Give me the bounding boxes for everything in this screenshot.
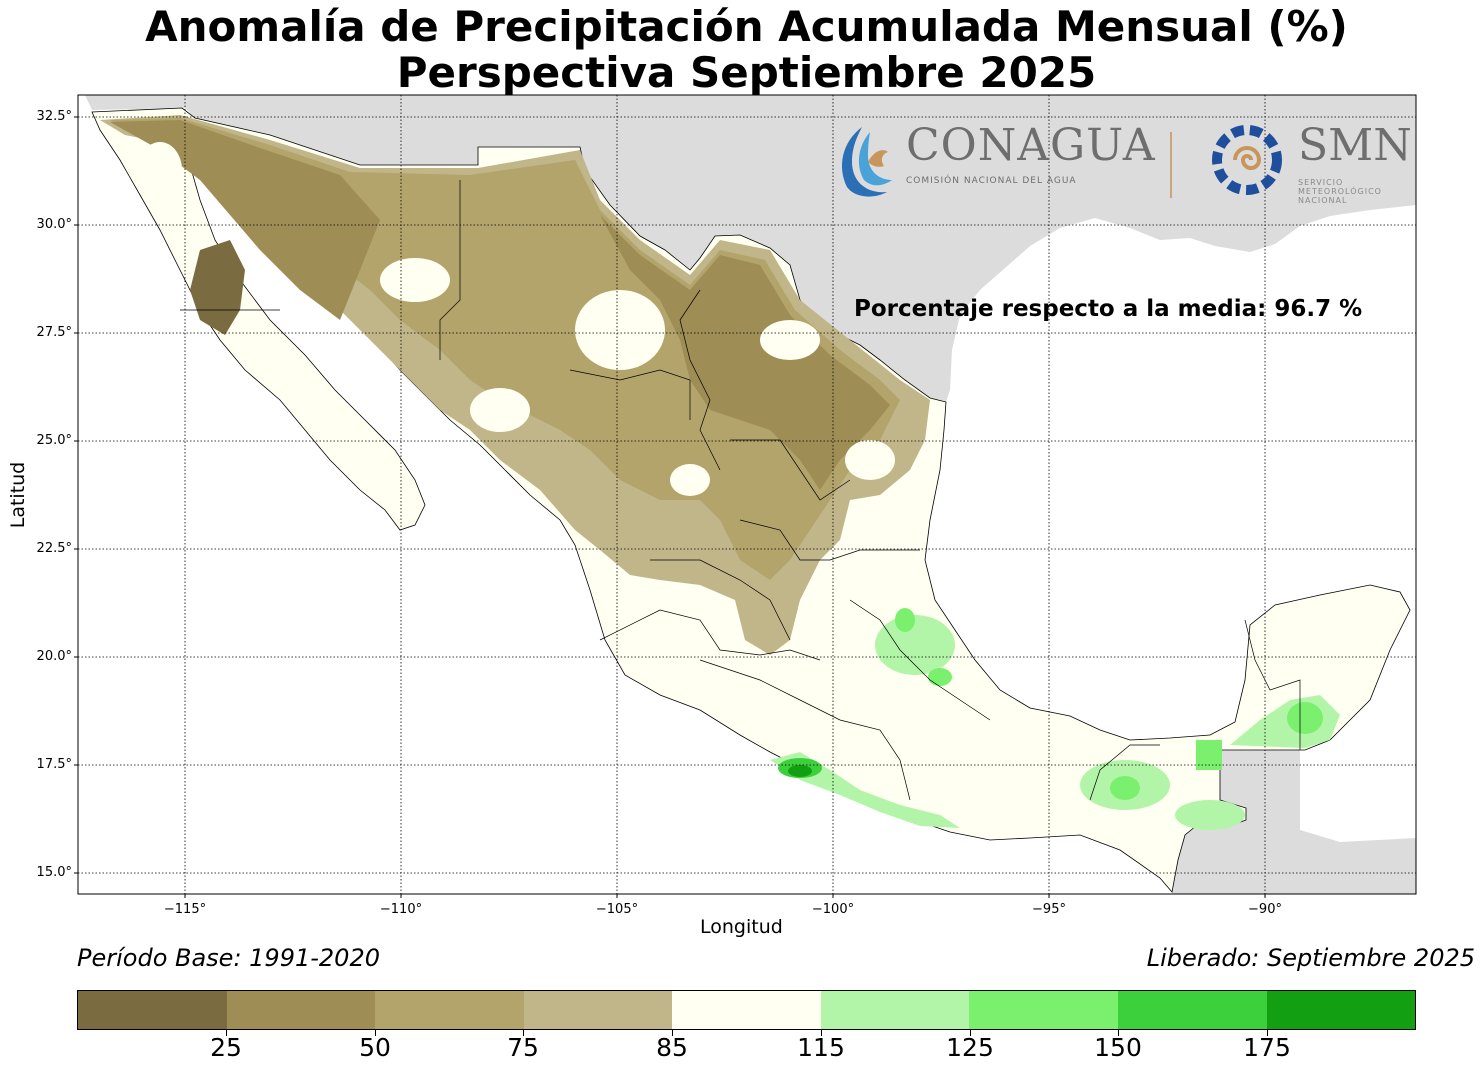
- x-tick-label: −100°: [811, 902, 855, 917]
- colorbar-segment: [78, 991, 227, 1029]
- normal-patch: [575, 290, 665, 370]
- logo-divider: [1170, 132, 1172, 198]
- percent-of-mean-note: Porcentaje respecto a la media: 96.7 %: [854, 296, 1363, 322]
- state-borders: [180, 180, 1301, 801]
- y-tick-label: 20.0°: [36, 649, 72, 664]
- colorbar-segment: [1117, 991, 1267, 1029]
- normal-patch: [470, 388, 530, 432]
- anomaly-125-150: [1287, 702, 1323, 734]
- smn-logo-icon: [1212, 125, 1282, 195]
- base-period-label: Período Base: 1991-2020: [77, 944, 380, 972]
- conagua-subtitle: COMISIÓN NACIONAL DEL AGUA: [906, 176, 1077, 186]
- plot-frame: [77, 94, 1417, 895]
- anomaly-125-150: [928, 668, 952, 686]
- colorbar-label: 85: [656, 1033, 688, 1062]
- y-tick-label: 30.0°: [36, 217, 72, 232]
- y-tick-label: 27.5°: [36, 325, 72, 340]
- colorbar-tick: [1267, 1030, 1268, 1036]
- colorbar-tick: [523, 1030, 524, 1036]
- agency-logos: CONAGUA COMISIÓN NACIONAL DEL AGUA SMN S…: [832, 118, 1412, 210]
- smn-subtitle: SERVICIO METEOROLÓGICO NACIONAL: [1298, 178, 1382, 205]
- anomaly-115-125: [1175, 800, 1245, 830]
- anomaly-175-plus: [788, 765, 812, 777]
- map-title-line2: Perspectiva Septiembre 2025: [396, 48, 1097, 97]
- smn-wordmark: SMN: [1298, 120, 1412, 171]
- colorbar-segment: [672, 991, 821, 1029]
- x-tick-label: −105°: [595, 902, 639, 917]
- conagua-logo-icon: [842, 127, 892, 197]
- colorbar-tick: [1118, 1030, 1119, 1036]
- tick-marks: [74, 116, 1266, 898]
- anomaly-125-150: [1110, 776, 1140, 800]
- colorbar-tick: [375, 1030, 376, 1036]
- anomaly-125-150: [895, 608, 915, 632]
- colorbar-segment: [820, 991, 970, 1029]
- colorbar-label: 125: [946, 1033, 994, 1062]
- colorbar-label: 150: [1094, 1033, 1142, 1062]
- x-tick-label: −115°: [163, 902, 207, 917]
- colorbar-label: 115: [797, 1033, 845, 1062]
- x-tick-label: −90°: [1248, 902, 1282, 917]
- y-tick-label: 25.0°: [36, 433, 72, 448]
- colorbar-label: 25: [210, 1033, 242, 1062]
- usa-landmass: [85, 95, 1416, 402]
- anomaly-115-125: [875, 615, 955, 675]
- anomaly-0-25: [190, 240, 245, 335]
- x-tick-label: −95°: [1032, 902, 1066, 917]
- colorbar-segment: [375, 991, 524, 1029]
- colorbar-segment: [969, 991, 1118, 1029]
- colorbar-tick: [672, 1030, 673, 1036]
- colorbar-tick: [226, 1030, 227, 1036]
- colorbar-segment: [226, 991, 376, 1029]
- normal-patch: [760, 320, 820, 360]
- colorbar-segment: [1266, 991, 1416, 1029]
- y-tick-label: 22.5°: [36, 541, 72, 556]
- anomaly-25-50: [110, 120, 890, 490]
- x-tick-label: −110°: [379, 902, 423, 917]
- x-axis-label: Longitud: [700, 916, 783, 938]
- conagua-wordmark: CONAGUA: [906, 120, 1156, 171]
- colorbar-segment: [523, 991, 673, 1029]
- grid-lines: [78, 95, 1416, 894]
- colorbar-label: 50: [359, 1033, 391, 1062]
- colorbar: [77, 990, 1416, 1030]
- colorbar-label: 175: [1243, 1033, 1291, 1062]
- map-title-line1: Anomalía de Precipitación Acumulada Mens…: [145, 2, 1348, 51]
- normal-patch: [670, 464, 710, 496]
- y-axis-label: Latitud: [7, 461, 29, 529]
- colorbar-tick: [821, 1030, 822, 1036]
- colorbar-tick: [970, 1030, 971, 1036]
- y-tick-label: 15.0°: [36, 865, 72, 880]
- y-tick-label: 32.5°: [36, 109, 72, 124]
- normal-patch: [380, 258, 450, 302]
- guatemala-belize-land: [1172, 750, 1416, 894]
- normal-patch: [138, 142, 182, 198]
- anomaly-125-150: [1196, 740, 1222, 770]
- y-tick-label: 17.5°: [36, 757, 72, 772]
- colorbar-label: 75: [507, 1033, 539, 1062]
- normal-patch: [845, 440, 895, 480]
- release-date-label: Liberado: Septiembre 2025: [1146, 944, 1475, 972]
